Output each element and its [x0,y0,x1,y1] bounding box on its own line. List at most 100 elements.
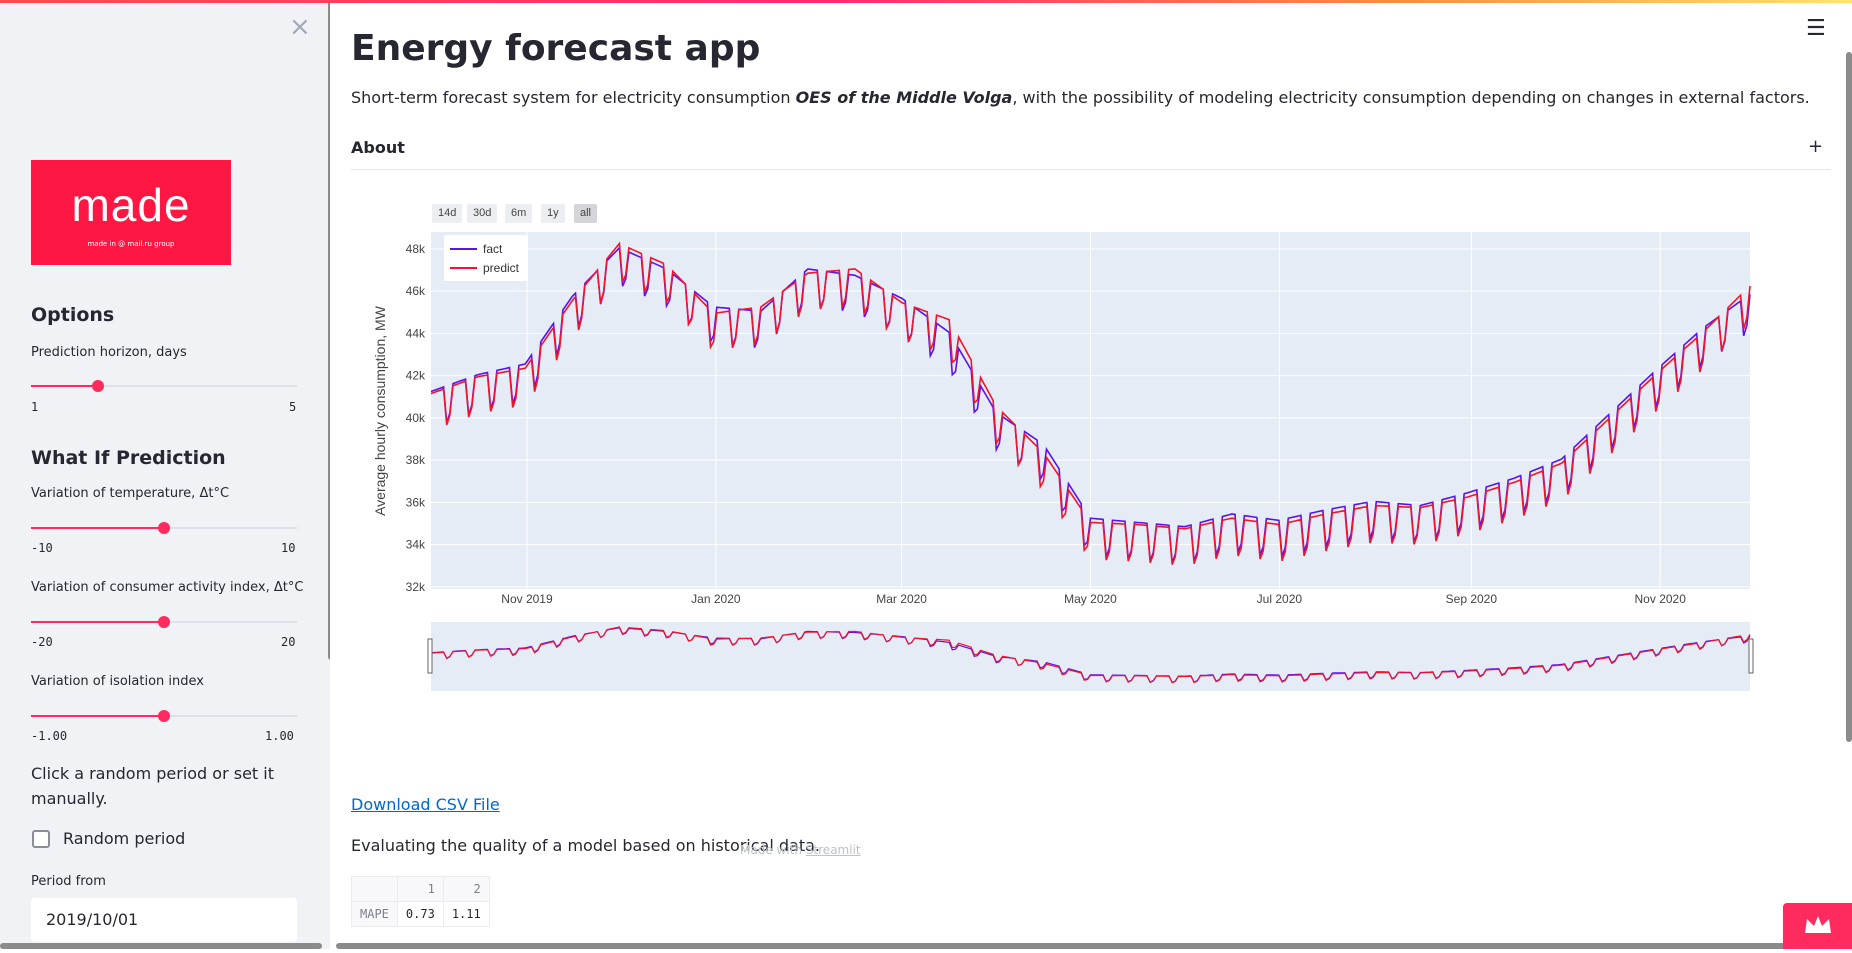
range-button-6m[interactable]: 6m [505,204,533,223]
y-tick-label: 34k [406,538,426,552]
slider-thumb[interactable] [91,380,104,392]
sidebar-scrollbar[interactable] [328,0,330,660]
legend-label-fact: fact [483,242,503,256]
y-tick-label: 38k [406,453,426,467]
page-title: Energy forecast app [351,28,761,69]
hamburger-icon[interactable]: ☰ [1806,16,1826,41]
y-axis-title: Average hourly consumption, MW [372,305,388,516]
activity-slider[interactable] [31,614,297,630]
period-from-label: Period from [31,874,106,889]
logo-subtext: made in @ mail.ru group [87,240,175,248]
table-header-row: 1 2 [351,876,490,902]
isolation-max: 1.00 [265,729,294,743]
description-highlight: OES of the Middle Volga [795,88,1013,107]
evaluation-text: Evaluating the quality of a model based … [351,836,821,855]
made-logo: made made in @ mail.ru group [31,160,231,265]
range-button-1y[interactable]: 1y [541,204,565,223]
legend-label-predict: predict [483,261,520,275]
slider-fill [31,385,98,387]
random-period-instructions: Click a random period or set it manually… [31,764,275,808]
logo-text: made [71,179,191,231]
range-button-30d[interactable]: 30d [467,204,498,223]
table-cell: 1.11 [442,901,490,927]
slider-thumb[interactable] [158,522,170,534]
range-button-14d[interactable]: 14d [432,204,463,223]
horizon-slider[interactable] [31,378,297,394]
y-tick-label: 36k [406,495,426,509]
slider-fill [31,621,164,623]
sidebar: × made made in @ mail.ru group Options P… [0,0,330,949]
period-from-input[interactable]: 2019/10/01 [31,898,297,942]
mape-table: 1 2 MAPE 0.73 1.11 [351,876,490,927]
temperature-min: -10 [31,541,53,555]
main-horizontal-scrollbar[interactable] [336,943,1836,949]
x-tick-label: Mar 2020 [876,592,927,606]
slider-thumb[interactable] [158,710,170,722]
sidebar-horizontal-scrollbar[interactable] [0,943,322,949]
plot-area [431,232,1750,589]
close-sidebar-icon[interactable]: × [289,12,311,42]
made-with-text: Made with [740,843,802,857]
slider-fill [31,527,164,529]
table-cell: 0.73 [396,901,444,927]
x-tick-label: Jul 2020 [1257,592,1303,606]
streamlit-crown-icon[interactable] [1783,903,1852,949]
description-text: Short-term forecast system for electrici… [351,88,796,107]
y-tick-label: 46k [406,284,426,298]
x-tick-label: Sep 2020 [1446,592,1498,606]
x-tick-label: Nov 2020 [1635,592,1687,606]
y-tick-label: 44k [406,326,426,340]
range-slider [431,622,1750,691]
range-slider-left-handle[interactable] [427,638,433,674]
horizon-label: Prediction horizon, days [31,345,187,360]
temperature-max: 10 [281,541,296,555]
random-period-label[interactable]: Random period [63,829,186,848]
app-description: Short-term forecast system for electrici… [351,88,1810,107]
x-axis: Nov 2019 Jan 2020 Mar 2020 May 2020 Jul 2020… [501,592,1686,606]
about-expander-label[interactable]: About [351,138,405,157]
range-slider-lines [430,626,1751,684]
horizon-min: 1 [31,400,39,414]
table-corner [351,876,398,902]
x-tick-label: May 2020 [1064,592,1117,606]
table-row: MAPE 0.73 1.11 [351,901,490,927]
activity-max: 20 [281,635,296,649]
whatif-heading: What If Prediction [31,447,226,469]
made-with-footer: Made with Streamlit [740,843,861,857]
random-period-checkbox[interactable] [32,830,50,848]
top-accent-bar [0,0,1852,3]
slider-fill [31,715,164,717]
y-tick-label: 40k [406,411,426,425]
range-button-all[interactable]: all [574,204,598,223]
table-col-header: 2 [442,876,490,902]
table-row-header: MAPE [351,901,398,927]
x-tick-label: Jan 2020 [691,592,741,606]
legend[interactable]: fact predict [444,235,528,281]
activity-label: Variation of consumer activity index, Δt… [31,580,304,595]
activity-min: -20 [31,635,53,649]
range-slider-line-fact [430,627,1751,684]
slider-thumb[interactable] [158,616,170,628]
y-axis: 32k 34k 36k 38k 40k 42k 44k 46k 48k [406,242,426,594]
y-tick-label: 32k [406,580,426,594]
temperature-label: Variation of temperature, Δt°C [31,486,230,501]
expand-plus-icon[interactable]: + [1808,136,1824,157]
table-col-header: 1 [396,876,444,902]
temperature-slider[interactable] [31,520,297,536]
main-scrollbar[interactable] [1846,52,1852,742]
grid [431,232,1750,589]
options-heading: Options [31,304,115,326]
expander-divider [351,169,1831,170]
horizon-max: 5 [289,400,297,414]
range-slider-line-predict [430,626,1751,684]
description-text-end: , with the possibility of modeling elect… [1012,88,1810,107]
isolation-min: -1.00 [31,729,68,743]
range-slider-right-handle[interactable] [1748,638,1754,674]
download-csv-link[interactable]: Download CSV File [351,795,500,814]
streamlit-link[interactable]: Streamlit [805,843,861,857]
isolation-label: Variation of isolation index [31,674,204,689]
x-tick-label: Nov 2019 [501,592,553,606]
y-tick-label: 48k [406,242,426,256]
chart-lines [430,241,1751,565]
isolation-slider[interactable] [31,708,297,724]
